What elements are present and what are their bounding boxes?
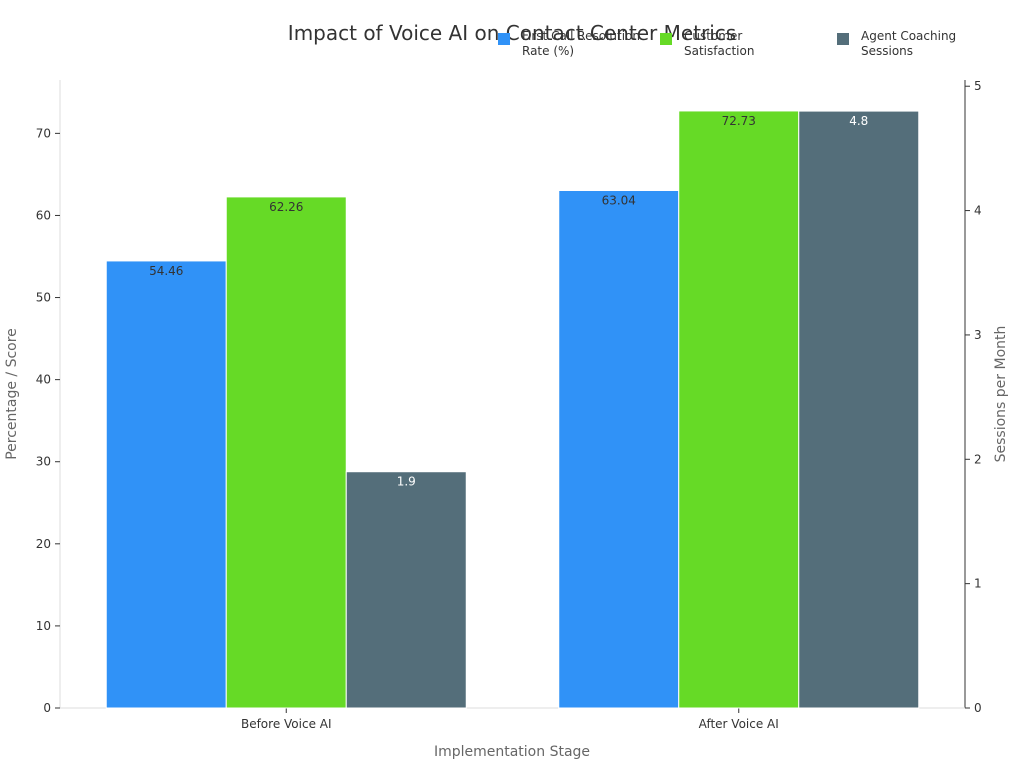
y-tick-label: 0 xyxy=(43,701,51,715)
y-tick-label: 50 xyxy=(36,291,51,305)
y2-axis-label: Sessions per Month xyxy=(993,326,1009,463)
y-tick-label: 30 xyxy=(36,455,51,469)
legend-swatch xyxy=(498,33,510,45)
x-axis-label: Implementation Stage xyxy=(434,744,590,760)
bar xyxy=(345,471,467,709)
bars xyxy=(105,110,920,709)
data-label: 1.9 xyxy=(397,475,416,489)
y2-tick-label: 2 xyxy=(974,452,982,466)
bar xyxy=(558,189,680,709)
y-axis-label: Percentage / Score xyxy=(4,328,20,460)
legend-item-agent-coaching[interactable]: Agent Coaching Sessions xyxy=(837,29,971,59)
y-tick-label: 20 xyxy=(36,537,51,551)
x-tick-label: Before Voice AI xyxy=(241,717,332,731)
legend-label: Customer Satisfaction xyxy=(684,29,755,58)
legend-item-customer-satisfaction[interactable]: Customer Satisfaction xyxy=(660,29,814,59)
y-tick-label: 60 xyxy=(36,208,51,222)
bar-labels: 54.46 62.26 1.9 63.04 72.73 4.8 xyxy=(149,114,868,489)
y2-tick-label: 1 xyxy=(974,577,982,591)
legend: First Call Resolution Rate (%) Customer … xyxy=(0,29,1024,69)
data-label: 62.26 xyxy=(269,200,303,214)
data-label: 72.73 xyxy=(722,114,756,128)
legend-swatch xyxy=(837,33,849,45)
y2-tick-label: 4 xyxy=(974,204,982,218)
y-tick-label: 70 xyxy=(36,126,51,140)
bar xyxy=(105,260,227,709)
bar xyxy=(798,110,920,709)
y-tick-label: 40 xyxy=(36,373,51,387)
x-tick-label: After Voice AI xyxy=(699,717,779,731)
legend-item-first-call-resolution[interactable]: First Call Resolution Rate (%) xyxy=(498,29,652,59)
bar xyxy=(678,110,800,709)
data-label: 54.46 xyxy=(149,264,183,278)
legend-label: Agent Coaching Sessions xyxy=(861,29,957,58)
legend-swatch xyxy=(660,33,672,45)
data-label: 63.04 xyxy=(602,193,636,207)
legend-label: First Call Resolution Rate (%) xyxy=(522,29,640,58)
bar xyxy=(225,196,347,709)
y2-tick-label: 5 xyxy=(974,79,982,93)
y2-tick-label: 3 xyxy=(974,328,982,342)
y2-tick-label: 0 xyxy=(974,701,982,715)
data-label: 4.8 xyxy=(849,114,868,128)
y-tick-label: 10 xyxy=(36,619,51,633)
